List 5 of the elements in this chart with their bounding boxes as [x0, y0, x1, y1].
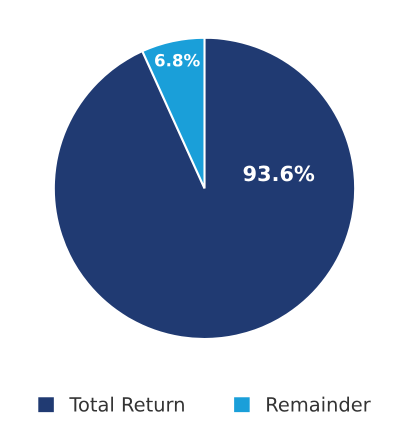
legend-label: Total Return — [69, 396, 184, 412]
data-label: 93.6% — [244, 166, 314, 182]
legend-label: Remainder — [267, 396, 371, 412]
data-label: 6.8% — [155, 54, 200, 67]
pie-slice — [52, 36, 356, 340]
